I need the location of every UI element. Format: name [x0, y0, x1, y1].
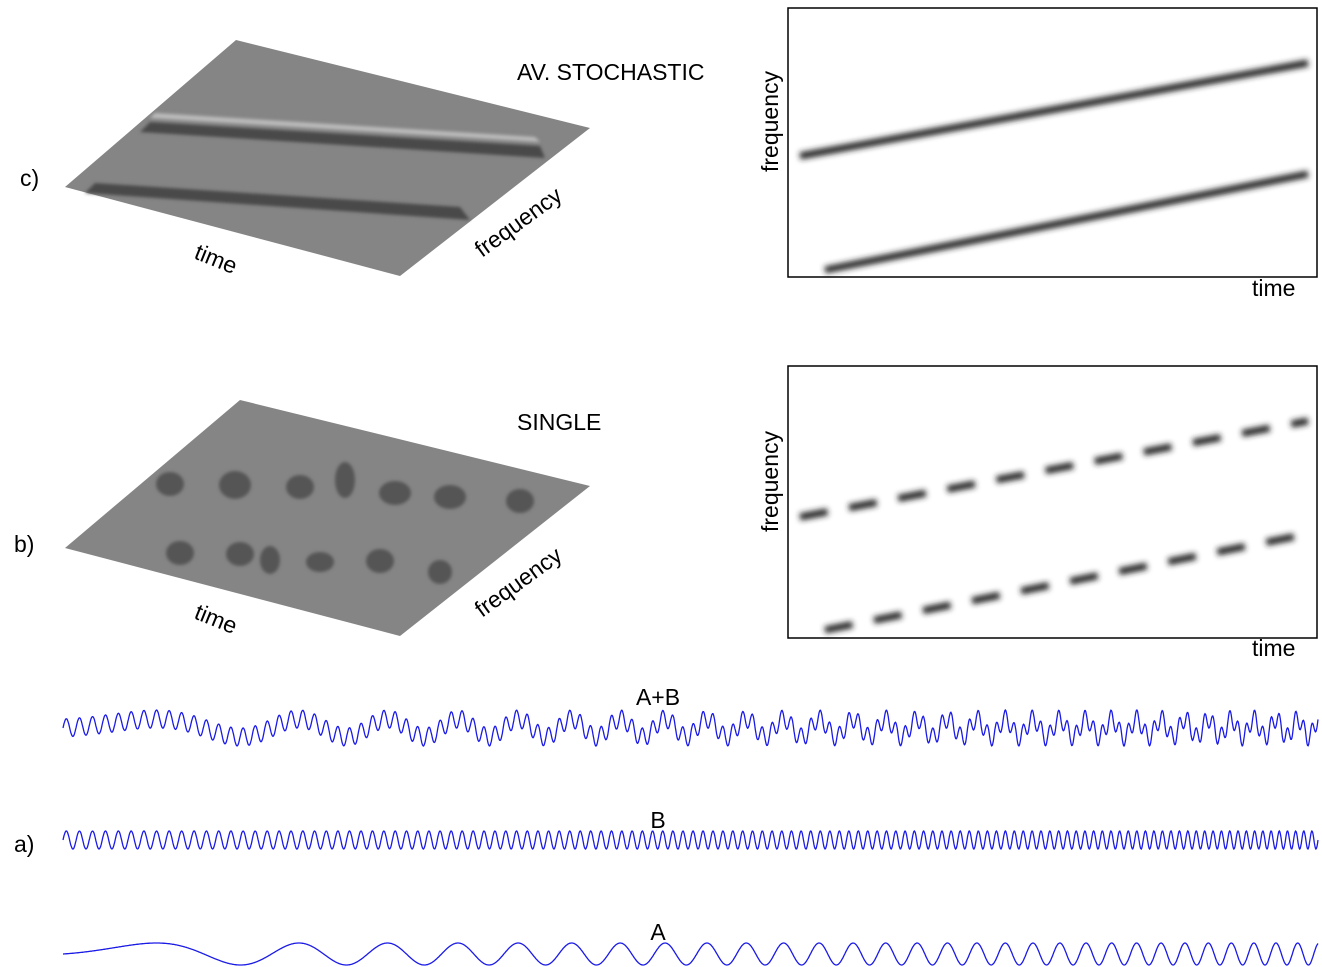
panel-label: b) — [14, 531, 34, 557]
panel-a: a) A+B B A — [14, 684, 1319, 966]
map-ridge — [799, 417, 1309, 521]
surface-x-label: time — [191, 239, 241, 279]
ridge — [140, 122, 545, 158]
ridge — [85, 183, 470, 220]
panel-title: SINGLE — [517, 409, 601, 435]
trace-label: B — [650, 807, 665, 833]
surface — [65, 400, 590, 636]
surface-x-label: time — [191, 599, 241, 639]
waveform — [62, 708, 1319, 748]
panel-label: a) — [14, 831, 34, 857]
trace-label: A+B — [636, 684, 680, 710]
panel-title: AV. STOCHASTIC — [517, 59, 704, 85]
map-y-label: frequency — [757, 70, 783, 172]
waveform — [62, 829, 1319, 851]
panel-b: b) time frequency SINGLE frequency time — [14, 365, 1318, 661]
panel-label: c) — [20, 165, 39, 191]
map-ridge — [824, 530, 1309, 634]
waveform — [63, 942, 1319, 966]
map-x-label: time — [1252, 275, 1295, 301]
panel-c: c) time frequency AV. STOCHASTIC frequen… — [20, 7, 1318, 301]
map-frame — [787, 7, 1318, 278]
map-ridge — [824, 170, 1309, 274]
map-x-label: time — [1252, 635, 1295, 661]
map-y-label: frequency — [757, 430, 783, 532]
ridge-light — [150, 113, 540, 142]
map-ridge — [799, 59, 1309, 160]
bumps — [156, 462, 534, 584]
trace-label: A — [650, 919, 666, 945]
